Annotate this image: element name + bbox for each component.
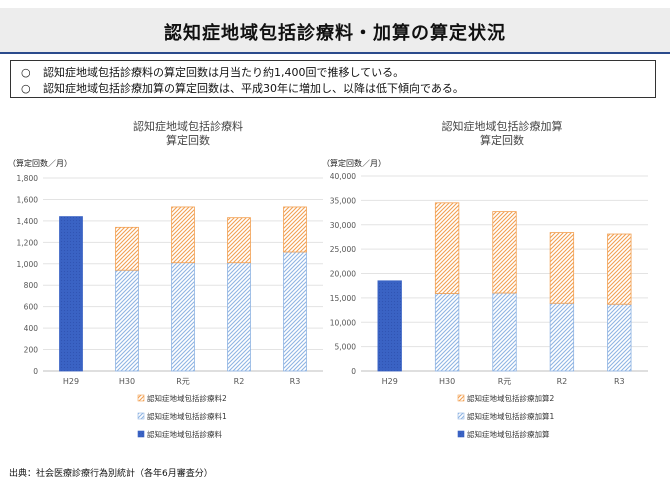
bar-segment	[434, 293, 460, 372]
y-axis-label: （算定回数／月）	[322, 158, 386, 168]
bar-segment	[59, 216, 83, 372]
title-rule	[0, 52, 670, 54]
bar-segment	[115, 269, 139, 372]
bullet-mark: ○	[21, 82, 31, 95]
summary-text-1: 認知症地域包括診療料の算定回数は月当たり約1,400回で推移している。	[43, 66, 405, 79]
x-tick-label: H29	[63, 377, 79, 386]
legend-swatch	[137, 430, 145, 438]
chart-title-line: 認知症地域包括診療加算	[442, 119, 563, 133]
bullet-mark: ○	[21, 66, 31, 79]
legend-swatch	[137, 394, 145, 402]
chart-title-line: 認知症地域包括診療料	[133, 119, 243, 133]
bar-segment	[377, 280, 402, 372]
bar-segment	[434, 202, 460, 294]
x-tick-label: R元	[176, 377, 190, 386]
summary-box: ○ 認知症地域包括診療料の算定回数は月当たり約1,400回で推移している。 ○ 認知…	[10, 60, 656, 98]
bar-segment	[607, 303, 632, 372]
x-tick-label: R3	[290, 377, 301, 386]
legend-swatch	[457, 412, 465, 420]
y-tick-label: 200	[24, 346, 39, 355]
y-tick-label: 35,000	[330, 196, 356, 205]
x-tick-label: H30	[439, 377, 455, 386]
chart-title-line: 算定回数	[480, 133, 524, 147]
bar-segment	[549, 302, 575, 372]
y-tick-label: 30,000	[330, 221, 356, 230]
y-tick-label: 1,400	[17, 217, 39, 226]
summary-line-2: ○ 認知症地域包括診療加算の算定回数は、平成30年に増加し、以降は低下傾向である。	[21, 80, 464, 96]
bar-segment	[549, 232, 575, 304]
y-tick-label: 40,000	[330, 172, 356, 181]
bar-segment	[492, 292, 517, 372]
x-tick-label: H29	[382, 377, 398, 386]
y-tick-label: 0	[351, 367, 356, 376]
source-note: 出典：社会医療診療行為別統計（各年6月審査分）	[9, 469, 213, 479]
y-tick-label: 10,000	[330, 318, 356, 327]
page-title: 認知症地域包括診療料・加算の算定状況	[164, 23, 506, 44]
legend-label: 認知症地域包括診療加算1	[467, 411, 554, 421]
bar-segment	[171, 206, 195, 264]
legend-label: 認知症地域包括診療加算2	[467, 393, 554, 403]
bar-segment	[171, 262, 195, 372]
x-tick-label: R2	[557, 377, 568, 386]
legend-label: 認知症地域包括診療料1	[147, 411, 227, 421]
legend-label: 認知症地域包括診療料	[147, 429, 222, 439]
y-tick-label: 1,000	[17, 260, 39, 269]
x-tick-label: R2	[234, 377, 245, 386]
y-tick-label: 400	[24, 324, 39, 333]
y-tick-label: 600	[24, 303, 39, 312]
y-tick-label: 800	[24, 281, 39, 290]
bar-segment	[227, 262, 251, 372]
y-tick-label: 1,200	[17, 238, 39, 247]
x-tick-label: R元	[498, 377, 512, 386]
legend-label: 認知症地域包括診療加算	[467, 429, 550, 439]
bar-segment	[492, 211, 517, 294]
y-tick-label: 20,000	[330, 270, 356, 279]
x-tick-label: R3	[614, 377, 625, 386]
y-tick-label: 0	[33, 367, 38, 376]
y-tick-label: 25,000	[330, 245, 356, 254]
y-axis-label: （算定回数／月）	[8, 158, 72, 168]
legend-label: 認知症地域包括診療料2	[147, 393, 227, 403]
summary-line-1: ○ 認知症地域包括診療料の算定回数は月当たり約1,400回で推移している。	[21, 64, 404, 80]
legend-swatch	[457, 430, 465, 438]
bar-segment	[115, 226, 139, 271]
legend-swatch	[457, 394, 465, 402]
summary-text-2: 認知症地域包括診療加算の算定回数は、平成30年に増加し、以降は低下傾向である。	[43, 82, 464, 95]
y-tick-label: 1,800	[17, 174, 39, 183]
bar-segment	[283, 251, 307, 372]
bar-segment	[283, 206, 307, 253]
legend-swatch	[137, 412, 145, 420]
y-tick-label: 1,600	[17, 195, 39, 204]
title-bar	[0, 8, 670, 52]
bar-segment	[227, 217, 251, 264]
chart-title-line: 算定回数	[166, 133, 210, 147]
y-tick-label: 15,000	[330, 294, 356, 303]
x-tick-label: H30	[119, 377, 135, 386]
y-tick-label: 5,000	[335, 343, 357, 352]
bar-segment	[607, 233, 632, 305]
